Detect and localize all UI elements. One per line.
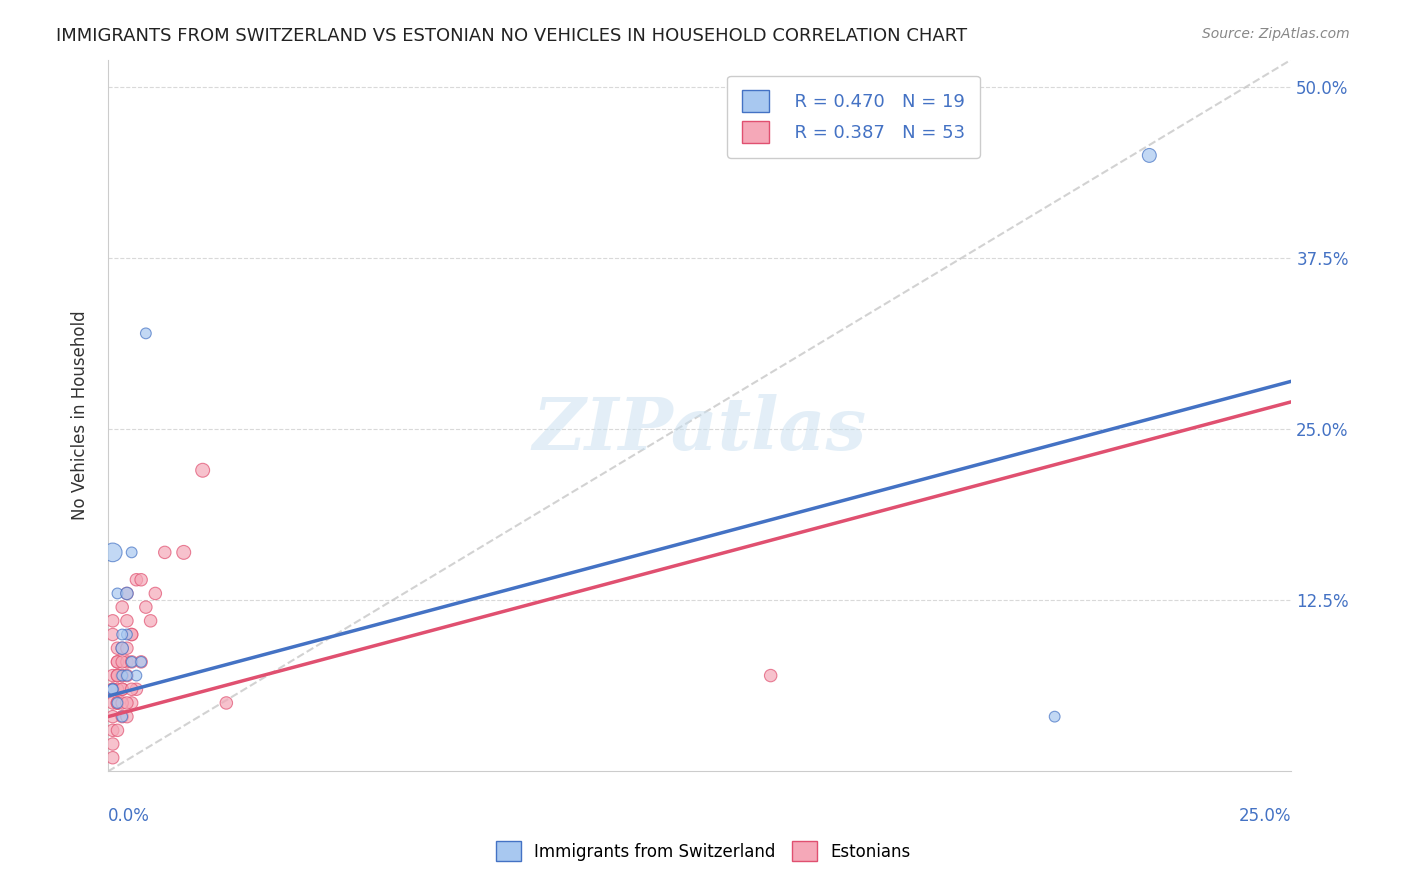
Point xyxy=(115,668,138,682)
Point xyxy=(129,573,152,587)
Point xyxy=(115,696,138,710)
Point xyxy=(121,655,143,669)
Point xyxy=(101,627,124,641)
Point xyxy=(107,655,129,669)
Point xyxy=(115,586,138,600)
Point xyxy=(191,463,214,477)
Point xyxy=(107,696,129,710)
Point xyxy=(111,600,134,615)
Point xyxy=(115,709,138,723)
Text: 0.0%: 0.0% xyxy=(108,807,150,825)
Point xyxy=(101,682,124,697)
Point xyxy=(173,545,195,559)
Point xyxy=(111,682,134,697)
Point xyxy=(759,668,782,682)
Point xyxy=(101,682,124,697)
Point xyxy=(111,682,134,697)
Point xyxy=(107,641,129,656)
Point xyxy=(115,655,138,669)
Point xyxy=(107,696,129,710)
Point xyxy=(111,655,134,669)
Point xyxy=(107,668,129,682)
Point xyxy=(111,641,134,656)
Point xyxy=(121,627,143,641)
Point xyxy=(101,750,124,764)
Text: Source: ZipAtlas.com: Source: ZipAtlas.com xyxy=(1202,27,1350,41)
Point xyxy=(135,326,157,341)
Point xyxy=(139,614,162,628)
Point xyxy=(111,668,134,682)
Legend:   R = 0.470   N = 19,   R = 0.387   N = 53: R = 0.470 N = 19, R = 0.387 N = 53 xyxy=(727,76,980,158)
Point xyxy=(121,545,143,559)
Point xyxy=(153,545,176,559)
Text: ZIPatlas: ZIPatlas xyxy=(533,394,866,466)
Point xyxy=(115,641,138,656)
Point xyxy=(111,709,134,723)
Point xyxy=(115,668,138,682)
Point xyxy=(129,655,152,669)
Point xyxy=(129,655,152,669)
Point xyxy=(1137,148,1160,162)
Point xyxy=(121,696,143,710)
Point xyxy=(215,696,238,710)
Legend: Immigrants from Switzerland, Estonians: Immigrants from Switzerland, Estonians xyxy=(482,828,924,875)
Text: IMMIGRANTS FROM SWITZERLAND VS ESTONIAN NO VEHICLES IN HOUSEHOLD CORRELATION CHA: IMMIGRANTS FROM SWITZERLAND VS ESTONIAN … xyxy=(56,27,967,45)
Point xyxy=(111,668,134,682)
Point xyxy=(107,723,129,738)
Point xyxy=(101,668,124,682)
Point xyxy=(121,655,143,669)
Point xyxy=(135,600,157,615)
Point xyxy=(101,682,124,697)
Point xyxy=(107,655,129,669)
Point xyxy=(101,614,124,628)
Point xyxy=(107,696,129,710)
Point xyxy=(101,737,124,751)
Point xyxy=(121,627,143,641)
Point xyxy=(111,709,134,723)
Point xyxy=(101,696,124,710)
Point xyxy=(111,627,134,641)
Point xyxy=(107,696,129,710)
Point xyxy=(107,668,129,682)
Point xyxy=(111,641,134,656)
Y-axis label: No Vehicles in Household: No Vehicles in Household xyxy=(72,310,89,520)
Point xyxy=(107,682,129,697)
Point xyxy=(115,614,138,628)
Point xyxy=(125,573,148,587)
Point xyxy=(107,586,129,600)
Point xyxy=(115,627,138,641)
Point xyxy=(101,682,124,697)
Point xyxy=(125,668,148,682)
Point xyxy=(101,709,124,723)
Point xyxy=(121,682,143,697)
Point xyxy=(143,586,166,600)
Point xyxy=(115,586,138,600)
Point xyxy=(1043,709,1066,723)
Point xyxy=(125,682,148,697)
Text: 25.0%: 25.0% xyxy=(1239,807,1291,825)
Point xyxy=(101,545,124,559)
Point xyxy=(111,696,134,710)
Point xyxy=(101,723,124,738)
